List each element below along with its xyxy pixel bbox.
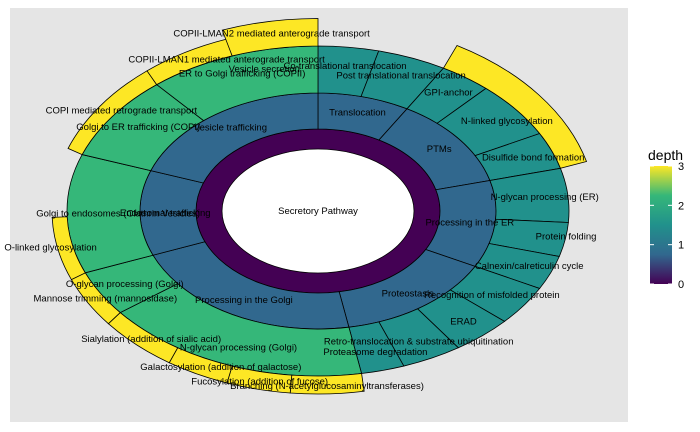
sunburst-segments xyxy=(51,18,588,395)
label-oglycan: O-glycan processing (Golgi) xyxy=(66,279,184,290)
label-translocation: Translocation xyxy=(329,108,386,119)
label-retro: Retro-translocation & substrate ubiquiti… xyxy=(324,336,514,347)
label-ptms: PTMs xyxy=(427,144,452,155)
label-folding: Protein folding xyxy=(536,231,597,242)
label-proc_er: Processing in the ER xyxy=(425,218,514,229)
legend-ticks: 3 2 1 0 xyxy=(650,161,684,291)
label-proteasome: Proteasome degradation xyxy=(323,347,427,358)
label-root: Secretory Pathway xyxy=(278,206,358,217)
label-copi: Golgi to ER trafficking (COPI) xyxy=(76,122,200,133)
label-recog: Recognition of misfolded protein xyxy=(424,290,560,301)
legend: depth 3 2 1 0 xyxy=(648,147,684,291)
label-mannose: Mannose trimming (mannosidase) xyxy=(34,293,178,304)
legend-tick-label: 1 xyxy=(678,240,684,252)
legend-tick-label: 0 xyxy=(678,279,684,291)
label-gpi: GPI-anchor xyxy=(424,88,473,99)
label-posttrans: Post translational translocation xyxy=(336,70,465,81)
label-lman2: COPII-LMAN2 mediated anterograde transpo… xyxy=(173,29,370,40)
legend-tick-label: 3 xyxy=(678,161,684,173)
label-nlinked: N-linked glycosylation xyxy=(461,116,553,127)
label-erad: ERAD xyxy=(450,316,477,327)
label-disulfide: Disulfide bond formation xyxy=(482,152,584,163)
label-galact: Galactosylation (addition of galactose) xyxy=(140,362,301,373)
label-proteostasis: Proteostasis xyxy=(382,288,435,299)
label-cotrans: Co-translational translocation xyxy=(283,61,406,72)
label-copii: Vesicle secretion xyxy=(229,64,300,75)
label-nglycan_golgi: N-glycan processing (Golgi) xyxy=(180,343,297,354)
label-sialyl: Sialylation (addition of sialic acid) xyxy=(81,334,221,345)
label-vesicle: Vesicle trafficking xyxy=(194,123,267,134)
segment-gpi_outer xyxy=(442,44,588,169)
label-branching: Branching (N-acetylglucosaminyltransfera… xyxy=(230,381,424,392)
label-lman1: COPII-LMAN1 mediated anterograde transpo… xyxy=(128,55,325,66)
label-fucos: Fucosylation (addition of fucose) xyxy=(191,376,328,387)
label-olinked: O-linked glycosylation xyxy=(4,242,96,253)
label-copii: ER to Golgi trafficking (COPII) xyxy=(179,69,306,80)
segment-olinked xyxy=(51,216,86,281)
label-copi_retro: COPI mediated retrograde transport xyxy=(46,106,198,117)
sunburst-labels: Secretory Pathway Translocation PTMs Proces… xyxy=(4,29,598,392)
center-hole xyxy=(221,148,415,274)
segment-lman2 xyxy=(221,18,319,57)
label-clathrin: Golgi to endosomes (Clathrin Vesicles) xyxy=(36,209,200,220)
legend-title: depth xyxy=(648,147,683,163)
label-endo: Endosomal trafficking xyxy=(120,208,211,219)
label-calnexin: Calnexin/calreticulin cycle xyxy=(475,261,584,272)
legend-colorbar xyxy=(650,166,672,284)
label-proc_golgi: Processing in the Golgi xyxy=(195,295,293,306)
legend-tick-label: 2 xyxy=(678,200,684,212)
label-nglycan_er: N-glycan processing (ER) xyxy=(491,192,599,203)
